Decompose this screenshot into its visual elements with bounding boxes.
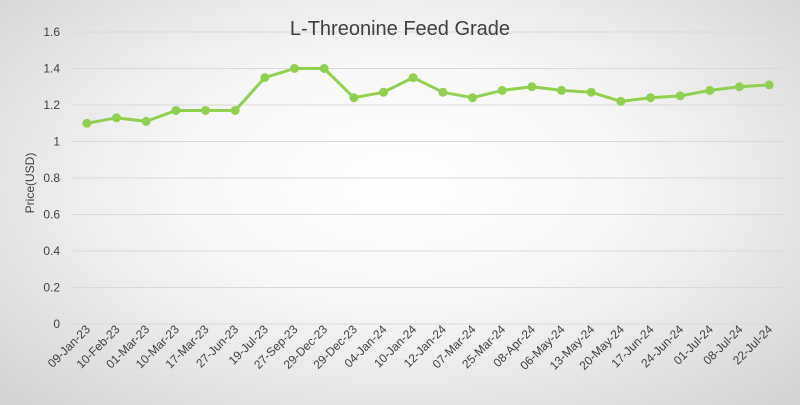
data-point — [557, 85, 566, 95]
y-tick-label: 1 — [53, 135, 60, 149]
data-point — [438, 87, 448, 97]
data-point — [349, 93, 359, 103]
chart-title: L-Threonine Feed Grade — [290, 18, 510, 40]
data-point — [230, 105, 240, 115]
data-point — [646, 93, 655, 103]
y-tick-label: 1.6 — [43, 25, 60, 39]
data-point — [497, 85, 507, 95]
data-point — [319, 64, 329, 73]
data-point — [735, 82, 744, 92]
y-tick-label: 1.4 — [43, 62, 60, 76]
data-point — [527, 82, 537, 92]
data-point — [112, 113, 121, 123]
data-point — [379, 87, 388, 97]
data-point — [586, 87, 596, 97]
y-tick-label: 0.4 — [43, 244, 60, 258]
data-point — [764, 80, 774, 90]
y-tick-label: 1.2 — [43, 98, 60, 112]
data-point — [408, 73, 418, 83]
y-axis-ticks: 0 0.2 0.4 0.6 0.8 1 1.2 1.4 1.6 — [43, 25, 60, 331]
data-point — [171, 105, 181, 115]
y-tick-label: 0 — [53, 317, 60, 331]
series-layer — [82, 64, 774, 128]
y-tick-label: 0.2 — [43, 281, 60, 295]
data-point — [201, 105, 210, 115]
y-tick-label: 0.8 — [43, 171, 60, 185]
data-point — [141, 116, 151, 126]
data-point — [705, 85, 715, 95]
y-axis-label: Price(USD) — [23, 153, 37, 214]
gridlines — [72, 31, 784, 325]
data-point — [290, 64, 299, 73]
data-point — [675, 91, 685, 101]
y-tick-label: 0.6 — [43, 208, 60, 222]
x-axis-ticks: 09-Jan-2310-Feb-2301-Mar-2310-Mar-2317-M… — [45, 322, 776, 373]
data-point — [468, 93, 477, 103]
data-point — [260, 73, 270, 83]
series-line — [86, 67, 770, 125]
data-point — [82, 118, 92, 128]
data-point — [616, 96, 626, 106]
